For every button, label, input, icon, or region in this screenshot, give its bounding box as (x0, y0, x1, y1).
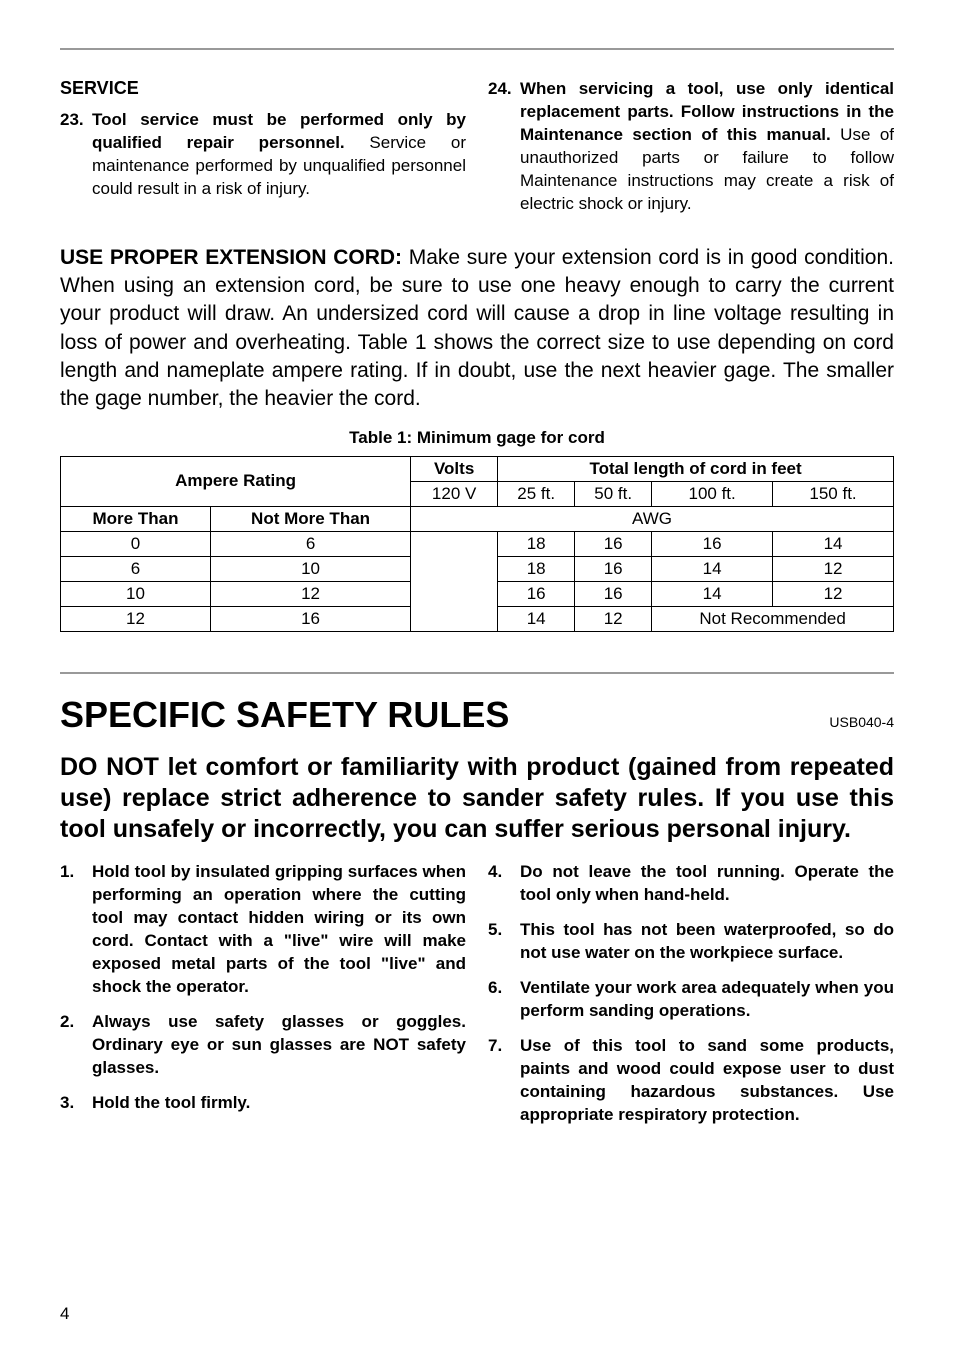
rule-text: Do not leave the tool running. Operate t… (520, 861, 894, 907)
rule-number: 2. (60, 1011, 92, 1080)
section-code: USB040-4 (829, 714, 894, 730)
len-50: 50 ft. (575, 481, 652, 506)
cell: 12 (773, 556, 894, 581)
cell: 16 (211, 606, 411, 631)
gage-table: Ampere Rating Volts Total length of cord… (60, 456, 894, 632)
cell: 14 (652, 556, 773, 581)
not-more-than-header: Not More Than (211, 506, 411, 531)
extension-cord-paragraph: USE PROPER EXTENSION CORD: Make sure you… (60, 244, 894, 414)
ampere-rating-header: Ampere Rating (61, 456, 411, 506)
rule-text: Always use safety glasses or goggles. Or… (92, 1011, 466, 1080)
len-100: 100 ft. (652, 481, 773, 506)
rule-2: 2. Always use safety glasses or goggles.… (60, 1011, 466, 1080)
cell: 6 (211, 531, 411, 556)
cell: 14 (773, 531, 894, 556)
table-caption: Table 1: Minimum gage for cord (60, 428, 894, 448)
length-header: Total length of cord in feet (498, 456, 894, 481)
top-divider (60, 48, 894, 50)
cell: 10 (211, 556, 411, 581)
volt-value: 120 V (411, 481, 498, 506)
rule-text: Hold tool by insulated gripping surfaces… (92, 861, 466, 999)
lead-paragraph: DO NOT let comfort or familiarity with p… (60, 752, 894, 846)
rules-left-col: 1. Hold tool by insulated gripping surfa… (60, 861, 466, 1138)
rule-5: 5. This tool has not been waterproofed, … (488, 919, 894, 965)
rule-4: 4. Do not leave the tool running. Operat… (488, 861, 894, 907)
cell: 12 (575, 606, 652, 631)
len-25: 25 ft. (498, 481, 575, 506)
cell: 12 (773, 581, 894, 606)
item-text: Tool service must be performed only by q… (92, 109, 466, 201)
cell: 0 (61, 531, 211, 556)
cell: 16 (575, 531, 652, 556)
rule-7: 7. Use of this tool to sand some product… (488, 1035, 894, 1127)
item-text: When servicing a tool, use only identica… (520, 78, 894, 216)
service-item-23: 23. Tool service must be performed only … (60, 109, 466, 201)
rule-number: 1. (60, 861, 92, 999)
service-item-24: 24. When servicing a tool, use only iden… (488, 78, 894, 216)
rule-text: Ventilate your work area adequately when… (520, 977, 894, 1023)
empty-cell (411, 531, 498, 631)
cell: 16 (575, 556, 652, 581)
cell: 12 (211, 581, 411, 606)
cell: 16 (575, 581, 652, 606)
rule-number: 5. (488, 919, 520, 965)
rule-text: Hold the tool firmly. (92, 1092, 466, 1115)
rules-columns: 1. Hold tool by insulated gripping surfa… (60, 861, 894, 1138)
page-number: 4 (60, 1304, 69, 1324)
rule-6: 6. Ventilate your work area adequately w… (488, 977, 894, 1023)
len-150: 150 ft. (773, 481, 894, 506)
rule-text: Use of this tool to sand some products, … (520, 1035, 894, 1127)
section-heading-row: SPECIFIC SAFETY RULES USB040-4 (60, 694, 894, 736)
cell: 10 (61, 581, 211, 606)
section-heading: SPECIFIC SAFETY RULES (60, 694, 509, 736)
rule-3: 3. Hold the tool firmly. (60, 1092, 466, 1115)
ext-cord-rest: Make sure your extension cord is in good… (60, 246, 894, 411)
mid-divider (60, 672, 894, 674)
cell: 14 (498, 606, 575, 631)
service-columns: SERVICE 23. Tool service must be perform… (60, 78, 894, 228)
awg-header: AWG (411, 506, 894, 531)
volts-header: Volts (411, 456, 498, 481)
rules-right-col: 4. Do not leave the tool running. Operat… (488, 861, 894, 1138)
item-number: 24. (488, 78, 520, 216)
cell: 18 (498, 556, 575, 581)
cell: 6 (61, 556, 211, 581)
cell: 16 (498, 581, 575, 606)
rule-number: 4. (488, 861, 520, 907)
more-than-header: More Than (61, 506, 211, 531)
cell: 14 (652, 581, 773, 606)
rule-number: 7. (488, 1035, 520, 1127)
service-heading: SERVICE (60, 78, 466, 99)
rule-text: This tool has not been waterproofed, so … (520, 919, 894, 965)
service-left-col: SERVICE 23. Tool service must be perform… (60, 78, 466, 228)
cell: 16 (652, 531, 773, 556)
cell: 12 (61, 606, 211, 631)
table-row: 0 6 18 16 16 14 (61, 531, 894, 556)
rule-number: 3. (60, 1092, 92, 1115)
service-right-col: 24. When servicing a tool, use only iden… (488, 78, 894, 228)
ext-cord-lead: USE PROPER EXTENSION CORD: (60, 246, 402, 269)
rule-number: 6. (488, 977, 520, 1023)
item-number: 23. (60, 109, 92, 201)
rule-1: 1. Hold tool by insulated gripping surfa… (60, 861, 466, 999)
not-recommended-cell: Not Recommended (652, 606, 894, 631)
cell: 18 (498, 531, 575, 556)
